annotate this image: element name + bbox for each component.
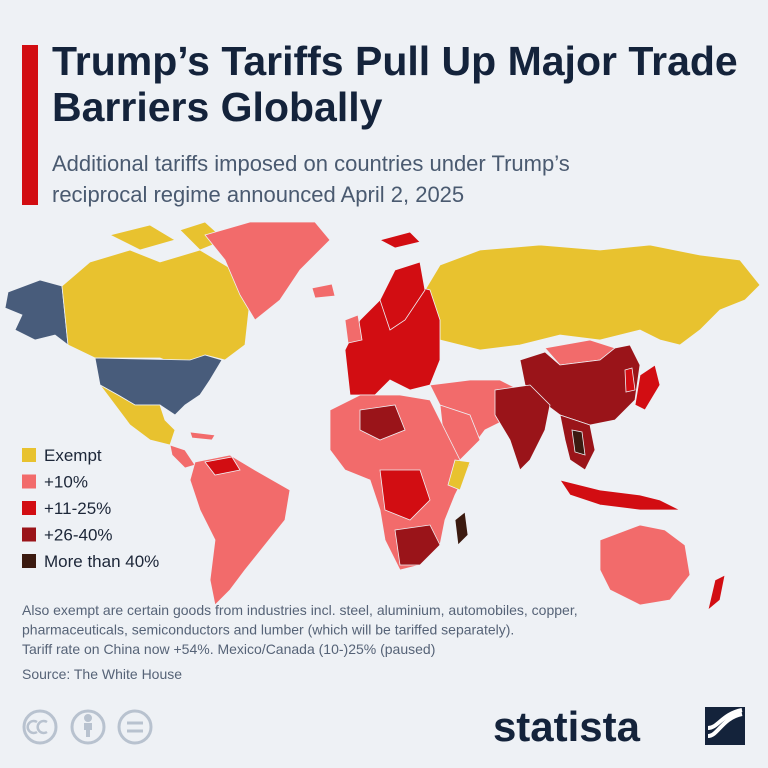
legend-label: Exempt: [44, 446, 102, 465]
japan: [634, 364, 661, 411]
southern-africa: [394, 524, 441, 566]
notes: Also exempt are certain goods from indus…: [22, 602, 578, 657]
korea: [624, 367, 636, 393]
iceland: [311, 283, 336, 299]
note-line: pharmaceuticals, semiconductors and lumb…: [22, 622, 514, 638]
legend-label: +10%: [44, 473, 88, 492]
alaska: [4, 279, 69, 346]
mexico: [99, 384, 176, 446]
central-america: [169, 444, 196, 469]
svalbard: [378, 231, 421, 249]
title: Trump’s Tariffs Pull Up Major Trade Barr…: [52, 38, 738, 130]
uk: [344, 314, 363, 344]
accent-bar: [22, 45, 38, 205]
legend-label: More than 40%: [44, 552, 159, 571]
central-africa: [379, 469, 431, 521]
north-africa: [359, 404, 406, 441]
indonesia: [559, 479, 681, 511]
legend-swatch: [22, 527, 36, 542]
canada: [61, 249, 251, 371]
legend: Exempt +10% +11-25% +26-40% More than 40%: [22, 446, 159, 571]
russia: [424, 244, 761, 351]
legend-label: +11-25%: [44, 499, 111, 518]
legend-swatch: [22, 501, 36, 515]
source: Source: The White House: [22, 666, 182, 682]
india: [494, 384, 551, 471]
legend-swatch: [22, 448, 36, 462]
legend-label: +26-40%: [44, 526, 113, 545]
brand-logo: statista: [493, 703, 641, 750]
new-zealand: [707, 574, 726, 612]
note-line: Tariff rate on China now +54%. Mexico/Ca…: [22, 641, 435, 657]
world-map: [4, 221, 761, 612]
caribbean: [189, 431, 216, 441]
vietnam-cambodia: [571, 429, 586, 456]
brand-icon: [705, 707, 745, 745]
madagascar: [454, 511, 469, 546]
scandinavia: [379, 261, 426, 331]
horn-of-africa: [447, 459, 471, 491]
australia: [599, 524, 691, 606]
legend-swatch: [22, 474, 36, 489]
license-icons: [22, 709, 153, 745]
greenland: [204, 221, 331, 321]
canada-islands: [108, 224, 176, 251]
note-line: Also exempt are certain goods from indus…: [22, 602, 578, 618]
legend-swatch: [22, 554, 36, 568]
subtitle: Additional tariffs imposed on countries …: [52, 151, 570, 207]
south-america: [189, 454, 291, 606]
venezuela: [204, 456, 241, 476]
